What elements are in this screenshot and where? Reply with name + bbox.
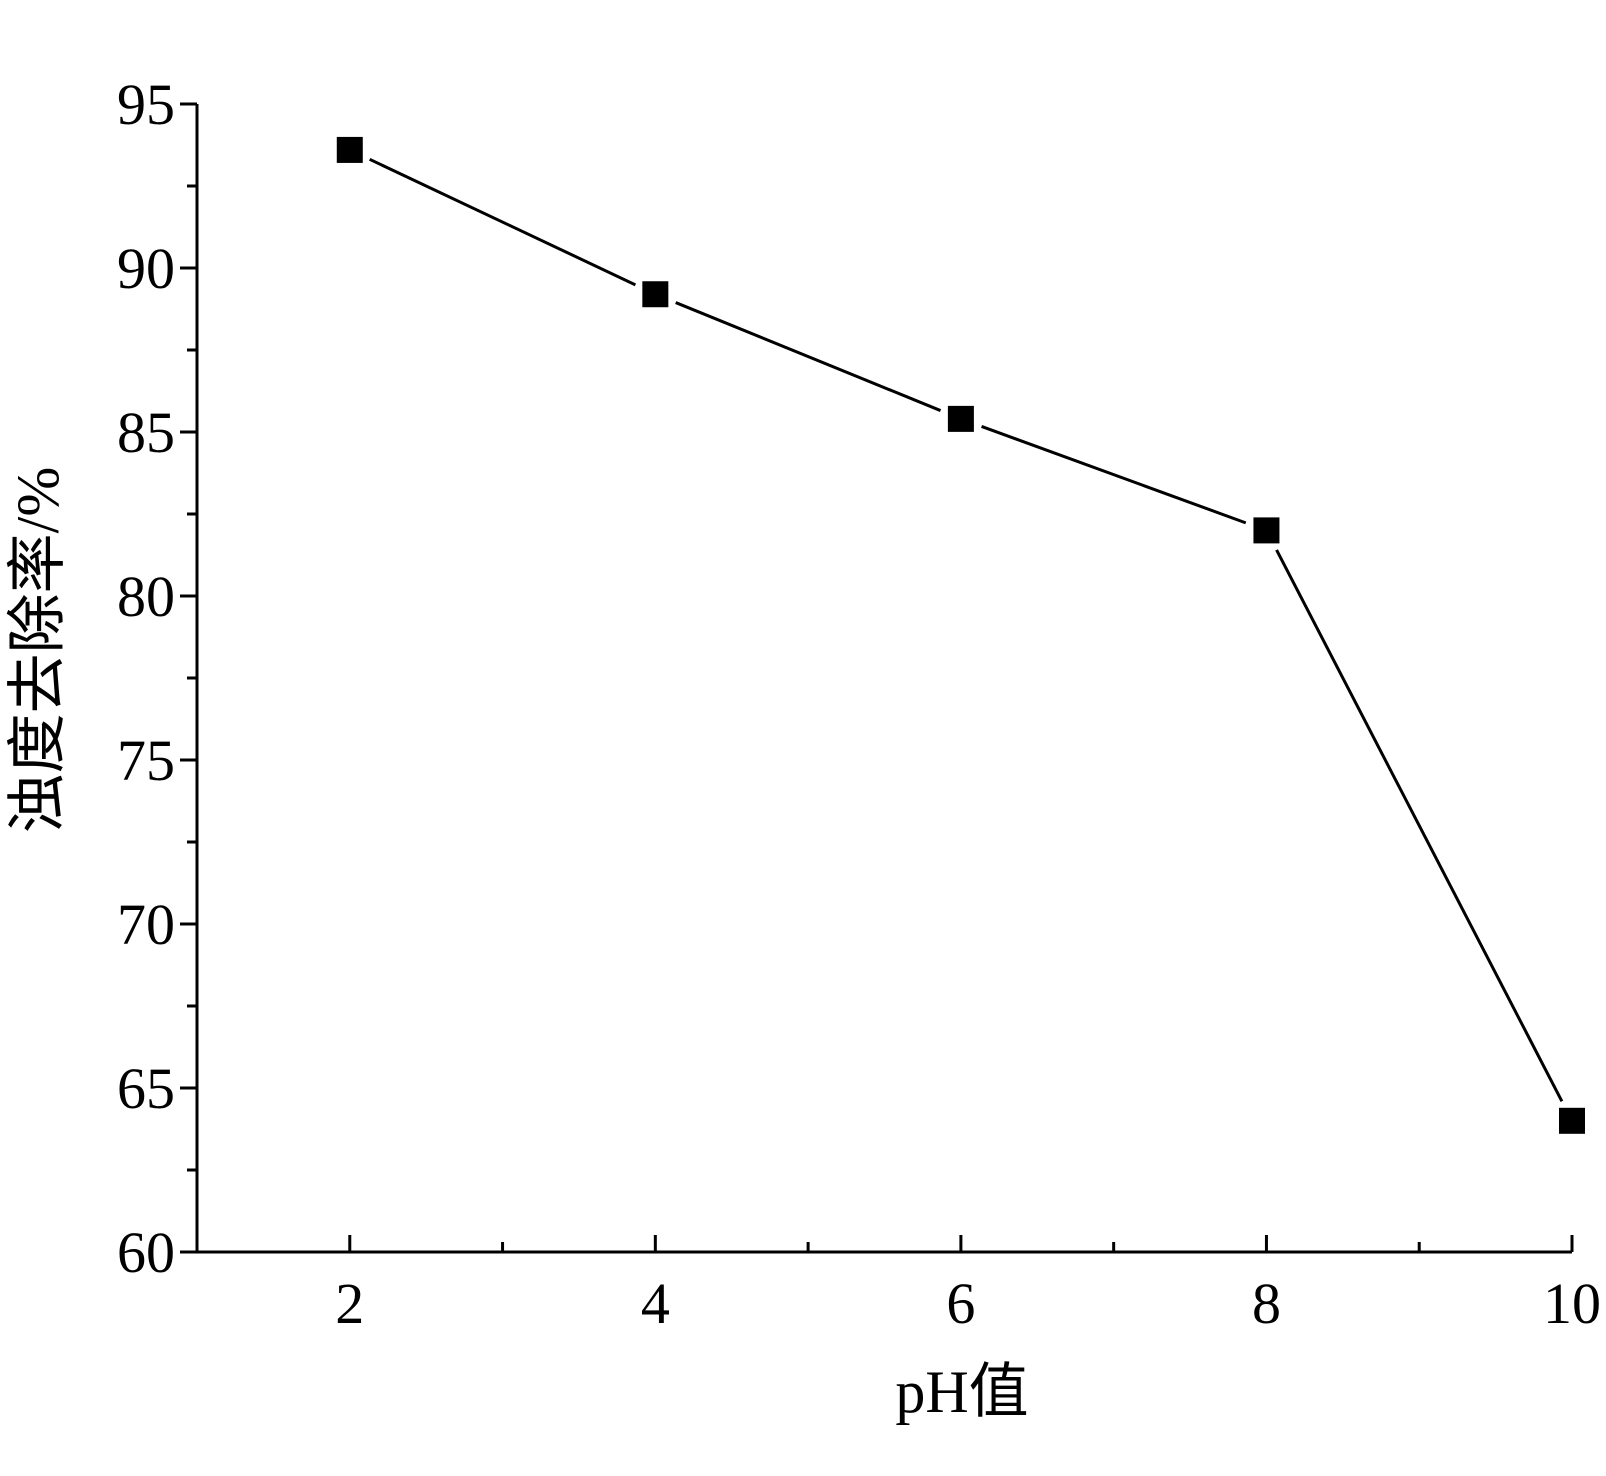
series-line-segment xyxy=(1275,549,1564,1102)
y-tick-label: 80 xyxy=(117,564,175,629)
x-tick-label: 2 xyxy=(335,1271,364,1336)
data-point-marker xyxy=(1559,1107,1585,1134)
x-tick-label: 4 xyxy=(641,1271,670,1336)
x-tick-label: 6 xyxy=(946,1271,975,1336)
data-point-marker xyxy=(1253,517,1280,544)
y-tick-label: 75 xyxy=(117,728,175,793)
axes xyxy=(195,104,1572,1254)
y-tick-label: 65 xyxy=(117,1056,175,1121)
y-tick-label: 60 xyxy=(117,1220,175,1285)
x-tick-label: 8 xyxy=(1252,1271,1281,1336)
data-series xyxy=(336,136,1585,1134)
y-tick-label: 85 xyxy=(117,400,175,465)
data-point-marker xyxy=(336,136,363,163)
series-line-segment xyxy=(675,301,942,412)
y-axis-ticks: 60 65 70 75 80 85 90 95 xyxy=(117,72,197,1285)
series-line-segment xyxy=(981,425,1247,525)
x-axis-title: pH值 xyxy=(895,1359,1028,1425)
data-point-marker xyxy=(947,405,974,432)
x-tick-label: 10 xyxy=(1543,1271,1601,1336)
series-line-segment xyxy=(369,157,637,287)
x-axis-ticks: 2 4 6 8 10 xyxy=(335,1235,1601,1336)
data-point-marker xyxy=(642,281,669,308)
y-tick-label: 70 xyxy=(117,892,175,957)
y-tick-label: 95 xyxy=(117,72,175,137)
y-axis-title: 浊度去除率/% xyxy=(5,467,71,834)
y-tick-label: 90 xyxy=(117,236,175,301)
